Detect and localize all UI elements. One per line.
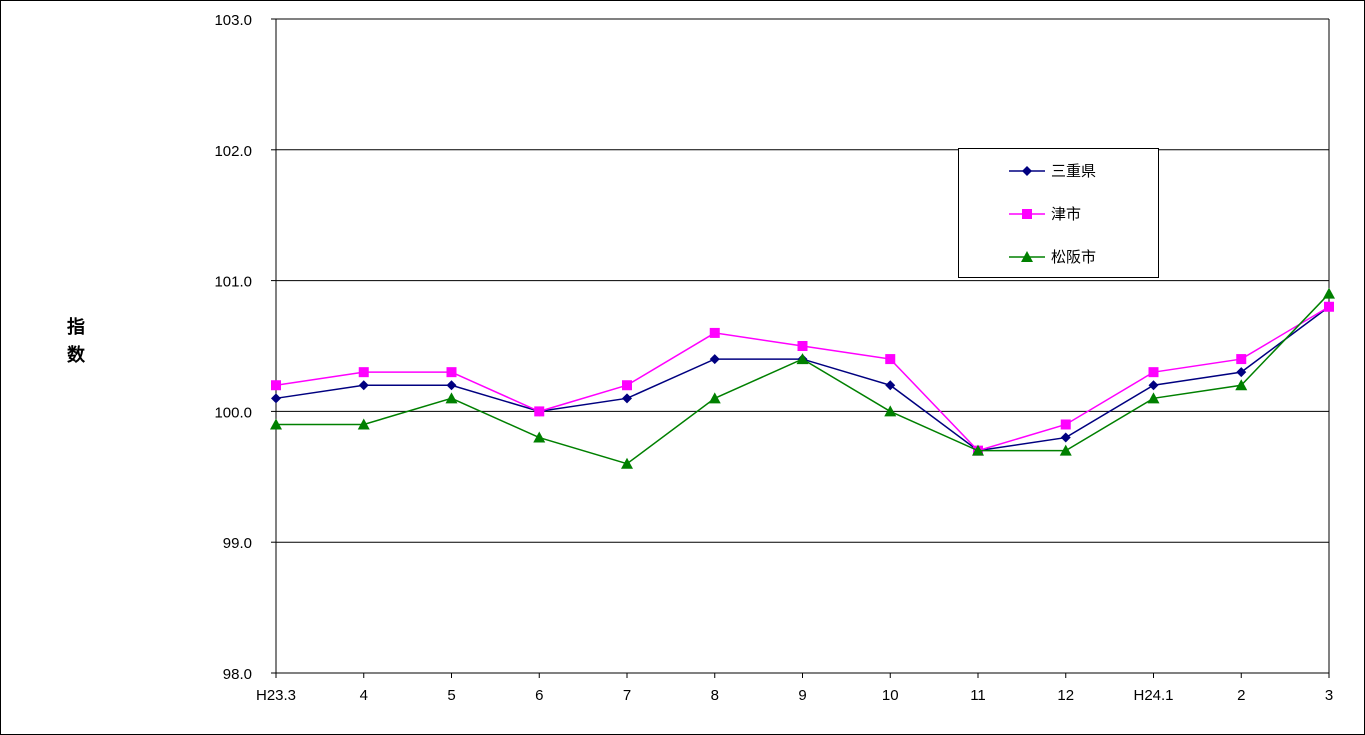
legend-swatch-marker-1	[1022, 209, 1032, 219]
series-2-point-10	[1147, 392, 1160, 404]
x-tick-label-6: 9	[798, 687, 806, 704]
x-tick-label-1: 4	[360, 687, 368, 704]
series-2-point-3	[533, 431, 546, 443]
series-2-point-8	[972, 444, 984, 456]
series-2-point-7	[884, 405, 897, 417]
series-1-point-12	[1324, 301, 1334, 312]
series-1-point-7	[885, 354, 896, 365]
series-0-point-11	[1236, 367, 1247, 378]
y-tick-label-101.0: 101.0	[214, 274, 252, 291]
series-2-point-9	[1059, 444, 1072, 456]
series-2-point-4	[621, 457, 633, 469]
x-tick-label-4: 7	[623, 687, 631, 704]
series-0-point-7	[885, 380, 896, 391]
y-axis-label-char-2: 数	[67, 345, 85, 366]
series-2-point-11	[1235, 379, 1248, 391]
x-tick-label-2: 5	[447, 687, 455, 704]
series-line-1	[275, 306, 1330, 452]
series-0-point-0	[271, 393, 281, 404]
y-axis-label-char-1: 指	[67, 317, 85, 338]
series-0-point-9	[1060, 432, 1071, 443]
y-tick-label-103.0: 103.0	[214, 12, 252, 29]
series-2-point-0	[270, 418, 282, 430]
series-2-point-2	[445, 392, 458, 404]
y-tick-label-99.0: 99.0	[223, 535, 252, 552]
legend-item-matsusaka: 松阪市	[959, 247, 1158, 267]
series-1-point-0	[271, 380, 281, 391]
series-2-point-12	[1323, 287, 1335, 299]
legend-item-mie: 三重県	[959, 161, 1158, 181]
series-0-point-1	[358, 380, 369, 391]
series-0-point-10	[1148, 380, 1159, 391]
series-0-point-4	[622, 393, 632, 404]
legend-label-mie: 三重県	[1051, 162, 1097, 180]
y-tick-label-100.0: 100.0	[214, 404, 252, 421]
x-tick-label-7: 10	[882, 687, 899, 704]
series-2-point-5	[708, 392, 721, 404]
legend-item-tsu: 津市	[959, 204, 1158, 224]
series-1-point-9	[1060, 419, 1071, 430]
series-1-point-3	[534, 406, 545, 417]
legend-swatch-tsu	[1009, 209, 1045, 219]
legend-label-tsu: 津市	[1051, 205, 1082, 223]
x-tick-label-3: 6	[535, 687, 543, 704]
x-tick-label-9: 12	[1057, 687, 1074, 704]
legend-swatch-marker-0	[1022, 166, 1032, 176]
series-1-point-5	[709, 327, 720, 338]
legend-swatch-matsusaka	[1009, 251, 1045, 262]
legend: 三重県 津市 松阪市	[958, 148, 1159, 278]
legend-label-matsusaka: 松阪市	[1051, 248, 1097, 266]
y-tick-label-102.0: 102.0	[214, 143, 252, 160]
series-1-point-4	[622, 380, 632, 391]
series-1-point-10	[1148, 367, 1159, 378]
series-1-point-11	[1236, 354, 1247, 365]
series-1-point-6	[797, 341, 808, 351]
legend-swatch-mie	[1009, 166, 1045, 176]
y-tick-label-98.0: 98.0	[223, 666, 252, 683]
series-0-point-2	[446, 380, 457, 391]
series-0-point-5	[709, 354, 720, 365]
legend-swatch-marker-2	[1021, 251, 1033, 262]
series-2-point-1	[357, 418, 370, 430]
x-tick-label-11: 2	[1237, 687, 1245, 704]
x-tick-label-12: 3	[1325, 687, 1333, 704]
x-tick-label-8: 11	[970, 687, 986, 704]
series-2-point-6	[796, 353, 809, 365]
x-tick-label-5: 8	[711, 687, 719, 704]
x-tick-label-0: H23.3	[256, 687, 296, 704]
series-line-2	[276, 293, 1330, 465]
series-1-point-2	[446, 367, 457, 378]
series-line-0	[275, 306, 1330, 452]
series-1-point-1	[358, 367, 369, 378]
x-tick-label-10: H24.1	[1133, 687, 1173, 704]
